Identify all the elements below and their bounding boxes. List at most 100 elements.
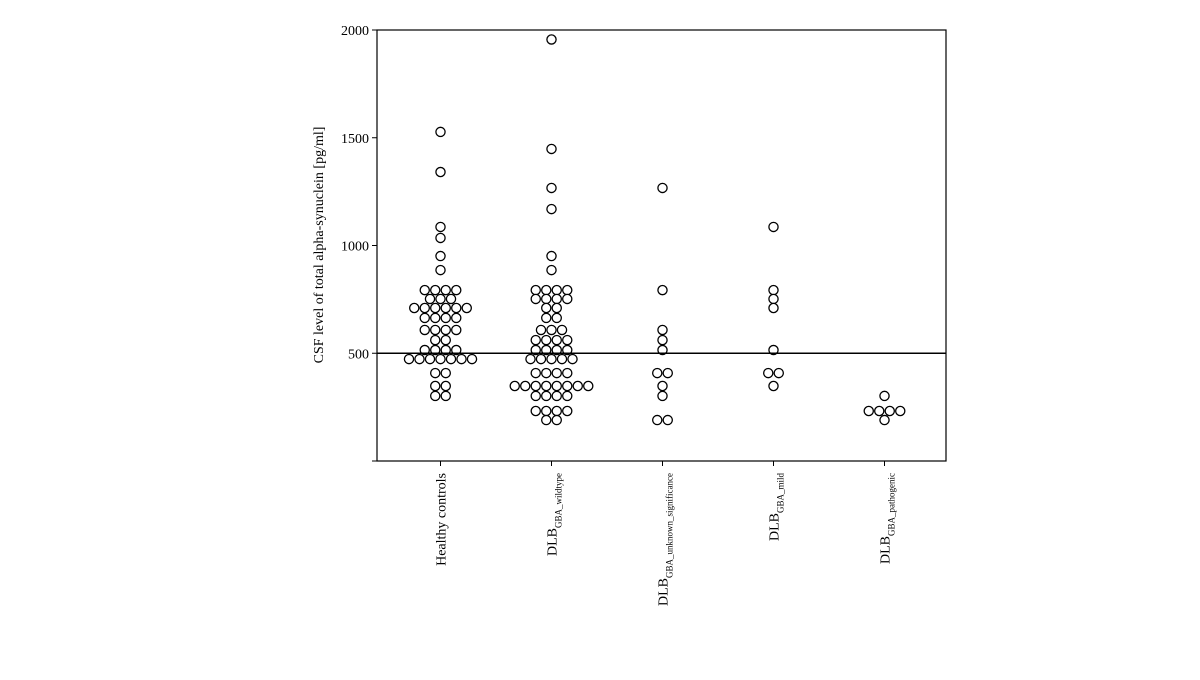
data-point [657, 344, 668, 356]
data-point [419, 344, 430, 356]
data-point [763, 367, 774, 379]
data-point [419, 324, 430, 336]
data-point [440, 380, 451, 392]
data-point [414, 353, 425, 365]
x-tick-label: DLBGBA_wildtype [546, 473, 564, 556]
data-point [879, 390, 890, 402]
data-point [445, 293, 457, 305]
data-point [546, 324, 557, 336]
data-point [440, 334, 451, 346]
data-point [435, 264, 446, 276]
data-point [768, 380, 779, 392]
data-point [583, 380, 594, 392]
data-point [429, 334, 441, 346]
data-point [440, 284, 451, 296]
category-label: DLB [546, 528, 561, 556]
data-point [429, 344, 441, 356]
data-point [567, 353, 578, 365]
data-point [556, 324, 568, 336]
data-point [530, 367, 542, 379]
data-point [541, 334, 552, 346]
data-point [530, 344, 542, 356]
data-point [429, 302, 441, 314]
category-label: Healthy controls [435, 473, 450, 566]
data-point [884, 405, 896, 417]
data-point [440, 302, 451, 314]
data-point [530, 405, 542, 417]
data-point [541, 390, 552, 402]
data-point [541, 344, 552, 356]
data-point [556, 353, 568, 365]
data-point [419, 302, 430, 314]
data-point [657, 182, 668, 194]
data-point [530, 293, 542, 305]
data-point [424, 353, 436, 365]
data-point [440, 344, 451, 356]
category-label: DLB [768, 513, 783, 541]
data-point [424, 293, 436, 305]
data-point [435, 126, 446, 138]
data-point [562, 390, 573, 402]
data-point [530, 334, 542, 346]
data-point [657, 390, 668, 402]
data-point [435, 221, 446, 233]
data-point [768, 344, 779, 356]
category-label: DLB [657, 578, 672, 606]
data-point [450, 302, 462, 314]
data-point [535, 353, 547, 365]
data-point [419, 312, 430, 324]
data-point [450, 324, 462, 336]
y-tick-label: 2000 [341, 24, 369, 39]
data-point [429, 380, 441, 392]
data-point [773, 367, 785, 379]
data-point [546, 203, 557, 215]
data-point [562, 284, 573, 296]
data-point [403, 353, 415, 365]
data-point [435, 250, 446, 262]
category-label: DLB [879, 536, 894, 564]
data-point [541, 405, 552, 417]
data-point [541, 367, 552, 379]
y-tick-label: 1500 [341, 132, 369, 147]
category-subscript: GBA_pathogenic [887, 473, 897, 536]
data-point [768, 293, 779, 305]
data-point [456, 353, 467, 365]
data-point [440, 312, 451, 324]
data-point [520, 380, 531, 392]
data-point [429, 367, 441, 379]
category-subscript: GBA_unknown_significance [665, 473, 675, 578]
data-point [461, 302, 472, 314]
data-point [657, 324, 668, 336]
data-point [541, 284, 552, 296]
data-point [541, 312, 552, 324]
data-point [662, 367, 674, 379]
x-tick-label: Healthy controls [435, 473, 450, 566]
data-point [541, 302, 552, 314]
data-point [546, 143, 557, 155]
data-point [562, 380, 573, 392]
data-point [768, 221, 779, 233]
data-point [546, 250, 557, 262]
data-point [572, 380, 584, 392]
data-point [466, 353, 478, 365]
data-point [546, 182, 557, 194]
data-point [546, 264, 557, 276]
data-point [509, 380, 520, 392]
data-point [551, 334, 563, 346]
data-point [551, 367, 563, 379]
data-point [562, 334, 573, 346]
data-point [450, 344, 462, 356]
data-point [546, 353, 557, 365]
data-point [541, 293, 552, 305]
data-point [541, 380, 552, 392]
data-point [562, 344, 573, 356]
data-point [551, 414, 563, 426]
data-point [768, 284, 779, 296]
data-point [435, 232, 446, 244]
data-point [879, 414, 890, 426]
data-point [657, 284, 668, 296]
data-point [551, 312, 563, 324]
data-point [768, 302, 779, 314]
data-point [450, 284, 462, 296]
